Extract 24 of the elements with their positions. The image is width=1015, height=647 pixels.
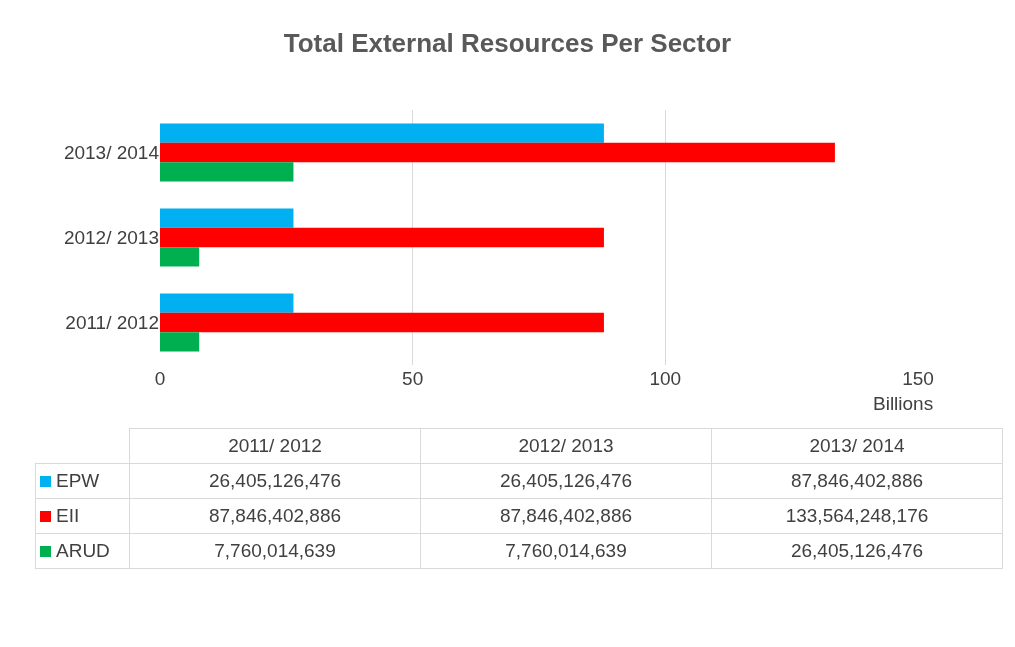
x-tick-label: 100: [649, 368, 682, 389]
x-tick-label: 150: [902, 368, 934, 389]
chart-title: Total External Resources Per Sector: [283, 27, 732, 58]
legend-label: EII: [35, 498, 130, 534]
text: 87,846,402,886: [129, 498, 421, 534]
category-label: 2012/ 2013: [518, 435, 614, 456]
x-axis-title: Billions: [873, 393, 934, 414]
text: 26,405,126,476: [129, 463, 421, 499]
y-tick-label: 2013/ 2014: [63, 142, 160, 164]
y-tick-label: 2012/ 2013: [63, 227, 159, 249]
text: 26,405,126,476: [711, 533, 1003, 569]
x-tick-label: 0: [154, 368, 166, 389]
text: 7,760,014,639: [420, 533, 712, 569]
legend-label: EPW: [35, 463, 130, 499]
y-tick-label: 2011/ 2012: [65, 312, 159, 334]
x-tick-label: 50: [402, 368, 424, 389]
category-label: 2011/ 2012: [228, 435, 322, 456]
legend-label: ARUD: [35, 533, 130, 569]
text: 133,564,248,176: [711, 498, 1003, 534]
text: 87,846,402,886: [420, 498, 712, 534]
category-label: 2013/ 2014: [809, 435, 905, 456]
text: 7,760,014,639: [129, 533, 421, 569]
text: 87,846,402,886: [711, 463, 1003, 499]
text: 26,405,126,476: [420, 463, 712, 499]
